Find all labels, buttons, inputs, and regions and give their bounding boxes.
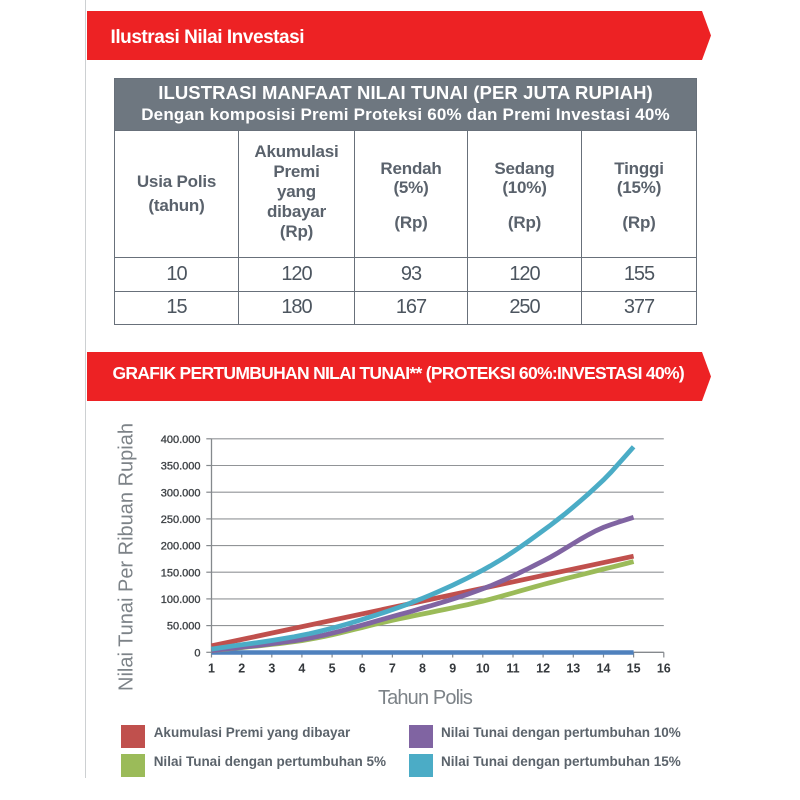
svg-text:2: 2 — [238, 662, 245, 676]
svg-text:0: 0 — [194, 647, 200, 659]
svg-text:15: 15 — [627, 662, 641, 676]
svg-text:11: 11 — [506, 662, 519, 676]
svg-text:100.000: 100.000 — [161, 594, 201, 606]
svg-text:5: 5 — [329, 662, 336, 676]
svg-text:250.000: 250.000 — [161, 514, 201, 526]
svg-text:400.000: 400.000 — [161, 434, 201, 446]
svg-text:13: 13 — [566, 662, 580, 676]
svg-text:Nilai Tunai Per Ribuan Rupiah: Nilai Tunai Per Ribuan Rupiah — [115, 423, 137, 691]
svg-text:300.000: 300.000 — [161, 487, 201, 499]
svg-text:3: 3 — [268, 662, 275, 676]
svg-text:350.000: 350.000 — [161, 461, 201, 473]
svg-text:10: 10 — [476, 662, 490, 676]
svg-text:9: 9 — [449, 662, 456, 676]
svg-text:200.000: 200.000 — [161, 541, 201, 553]
svg-text:1: 1 — [208, 662, 215, 676]
svg-text:6: 6 — [359, 662, 366, 676]
svg-text:150.000: 150.000 — [161, 567, 201, 579]
svg-text:14: 14 — [597, 662, 611, 676]
svg-text:50.000: 50.000 — [167, 621, 201, 633]
svg-text:12: 12 — [536, 662, 550, 676]
svg-text:8: 8 — [419, 662, 426, 676]
svg-text:7: 7 — [389, 662, 396, 676]
svg-text:4: 4 — [298, 662, 305, 676]
svg-text:16: 16 — [657, 662, 671, 676]
svg-text:Tahun Polis: Tahun Polis — [378, 687, 473, 709]
